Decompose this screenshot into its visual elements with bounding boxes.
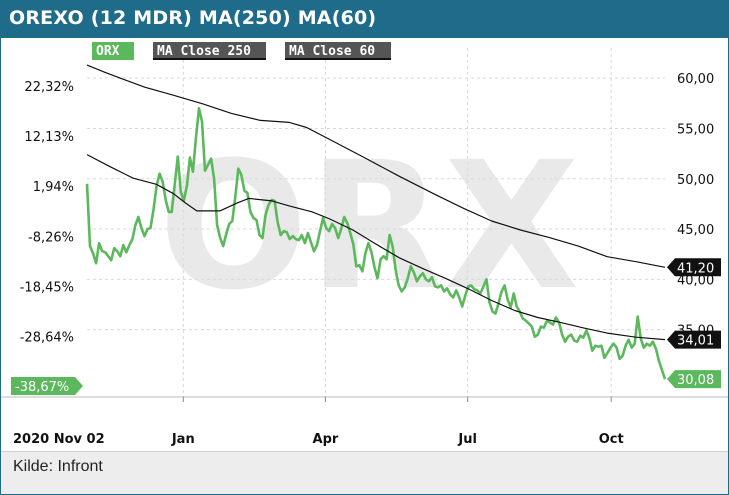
last-value-tags: 41,20 34,01 30,08 -38,67% (11, 258, 721, 396)
left-tick-label: 22,32% (24, 80, 74, 95)
value-tag-label: -38,67% (15, 380, 69, 395)
value-tag-shape (667, 258, 721, 277)
right-tick-label: 45,00 (677, 223, 714, 238)
series-lines (85, 64, 667, 380)
tag-ma60: 34,01 (667, 330, 721, 349)
legend-swatch (92, 42, 134, 59)
tag-price: 30,08 (667, 370, 721, 389)
series-line-ma60 (86, 154, 666, 341)
x-tick-label: Jul (457, 432, 477, 447)
footer: Kilde: Infront (1, 451, 728, 494)
x-tick-label: Apr (313, 432, 339, 447)
left-tick-label: -28,64% (20, 331, 74, 346)
series-line-orx (85, 107, 667, 380)
x-tick-label: Jan (171, 432, 195, 447)
x-start-label: 2020 Nov 02 (13, 432, 105, 447)
left-tick-label: 12,13% (24, 130, 74, 145)
x-axis: Jan Apr Jul Oct 2020 Nov 02 (1, 396, 728, 447)
value-tag-shape (667, 370, 721, 389)
legend-item: MA Close 60 (285, 42, 391, 60)
legend-label: ORX (96, 44, 120, 59)
left-tick-label: -8,26% (28, 230, 74, 245)
legend-swatch (153, 42, 266, 59)
right-tick-label: 55,00 (677, 122, 714, 137)
left-tick-label: -18,45% (20, 280, 74, 295)
value-tag-shape (11, 377, 83, 396)
legend-label: MA Close 60 (289, 44, 375, 59)
x-tick-label: Oct (599, 432, 624, 447)
chart-title: OREXO (12 MDR) MA(250) MA(60) (9, 7, 377, 29)
tag-price-pct: -38,67% (11, 377, 83, 396)
value-tag-label: 30,08 (677, 373, 714, 388)
left-axis: 22,32% 12,13% 1,94% -8,26% -18,45% -28,64% (20, 80, 74, 346)
right-tick-label: 50,00 (677, 173, 714, 188)
line-chart: ORX ORX MA Close 250 MA Close 60 22,32% 12,… (1, 42, 728, 447)
plot-area: ORX (85, 48, 667, 396)
legend-item: MA Close 250 (153, 42, 266, 60)
title-bar: OREXO (12 MDR) MA(250) MA(60) (1, 1, 728, 38)
source-label: Kilde: Infront (13, 458, 103, 475)
tag-ma250: 41,20 (667, 258, 721, 277)
right-tick-label: 40,00 (677, 273, 714, 288)
legend-item: ORX (92, 42, 134, 60)
value-tag-label: 34,01 (677, 334, 714, 349)
legend-label: MA Close 250 (157, 44, 251, 59)
value-tag-shape (667, 330, 721, 349)
legend-swatch (285, 42, 391, 59)
value-tag-label: 41,20 (677, 261, 714, 276)
legend: ORX MA Close 250 MA Close 60 (92, 42, 391, 60)
right-tick-label: 60,00 (677, 72, 714, 87)
series-line-ma250 (86, 64, 666, 268)
left-tick-label: 1,94% (33, 180, 74, 195)
watermark-text: ORX (159, 124, 580, 329)
